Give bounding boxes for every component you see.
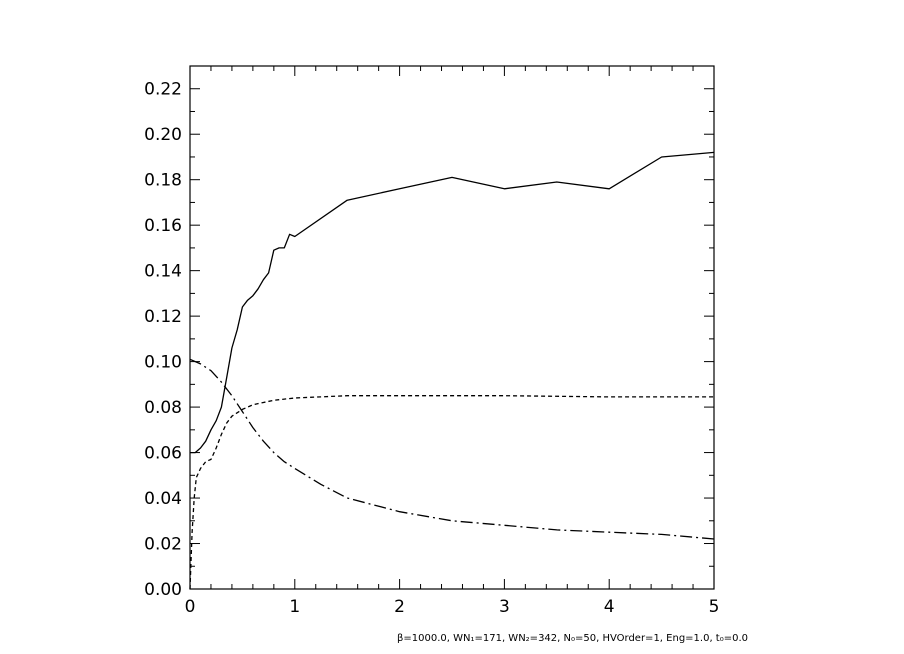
y-tick-label: 0.22 [144, 80, 182, 100]
y-tick-label: 0.14 [144, 262, 182, 282]
series-line-solid [190, 151, 715, 454]
series-lines [189, 151, 715, 590]
y-tick-labels: 0.00 0.02 0.04 0.06 0.08 0.10 0.12 0.14 0.16 0.18… [144, 80, 182, 600]
y-tick-label: 0.04 [144, 489, 182, 509]
axis-ticks [189, 66, 715, 590]
x-tick-label: 5 [709, 597, 720, 617]
y-tick-label: 0.10 [144, 353, 182, 373]
x-tick-label: 3 [499, 597, 510, 617]
y-tick-label: 0.06 [144, 444, 182, 464]
x-tick-label: 1 [289, 597, 300, 617]
y-tick-label: 0.00 [144, 580, 182, 600]
plot-frame [189, 65, 715, 590]
y-tick-label: 0.20 [144, 125, 182, 145]
y-tick-label: 0.02 [144, 535, 182, 555]
y-tick-label: 0.16 [144, 216, 182, 236]
y-tick-label: 0.08 [144, 398, 182, 418]
series-line-dashdot [189, 358, 715, 540]
x-tick-label: 4 [604, 597, 615, 617]
x-tick-labels: 0 1 2 3 4 5 [185, 597, 720, 617]
x-tick-label: 2 [394, 597, 405, 617]
y-tick-label: 0.12 [144, 307, 182, 327]
x-tick-label: 0 [185, 597, 196, 617]
parameter-footnote: β=1000.0, WN₁=171, WN₂=342, N₀=50, HVOrd… [397, 633, 749, 644]
y-tick-label: 0.18 [144, 171, 182, 191]
series-line-dashed [189, 395, 714, 590]
